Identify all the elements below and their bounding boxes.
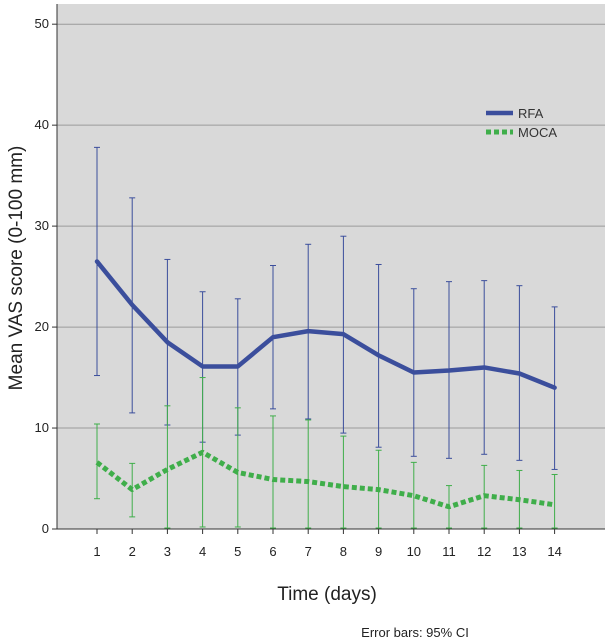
x-tick-label: 5 xyxy=(234,544,241,559)
y-tick-label: 50 xyxy=(35,16,49,31)
y-tick-label: 0 xyxy=(42,521,49,536)
x-tick-label: 3 xyxy=(164,544,171,559)
x-tick-label: 8 xyxy=(340,544,347,559)
grid-lines xyxy=(57,23,605,429)
series-layer xyxy=(94,146,558,529)
x-tick-label: 13 xyxy=(512,544,526,559)
series-moca xyxy=(94,377,558,529)
x-tick-label: 12 xyxy=(477,544,491,559)
x-tick-label: 1 xyxy=(93,544,100,559)
x-tick-label: 4 xyxy=(199,544,206,559)
series-line-moca xyxy=(95,449,555,510)
y-axis-title: Mean VAS score (0-100 mm) xyxy=(6,146,27,391)
y-tick-label: 40 xyxy=(35,117,49,132)
footnote: Error bars: 95% CI xyxy=(361,625,469,640)
legend: RFA MOCA xyxy=(486,106,557,140)
x-tick-label: 6 xyxy=(269,544,276,559)
legend-label-rfa: RFA xyxy=(518,106,544,121)
x-tick-label: 2 xyxy=(129,544,136,559)
x-tick-label: 9 xyxy=(375,544,382,559)
y-tick-label: 20 xyxy=(35,319,49,334)
legend-label-moca: MOCA xyxy=(518,125,557,140)
x-tick-label: 11 xyxy=(442,544,456,559)
series-rfa xyxy=(94,146,558,470)
y-tick-label: 30 xyxy=(35,218,49,233)
plot-area xyxy=(57,4,605,529)
x-axis: 1 2 3 4 5 6 7 8 9 10 11 12 13 14 xyxy=(57,528,605,559)
x-tick-label: 7 xyxy=(305,544,312,559)
x-tick-label: 14 xyxy=(547,544,561,559)
y-axis: 0 10 20 30 40 50 xyxy=(35,4,58,536)
x-axis-title: Time (days) xyxy=(277,584,377,605)
x-tick-label: 10 xyxy=(407,544,421,559)
series-line-rfa xyxy=(94,259,557,390)
y-tick-label: 10 xyxy=(35,420,49,435)
